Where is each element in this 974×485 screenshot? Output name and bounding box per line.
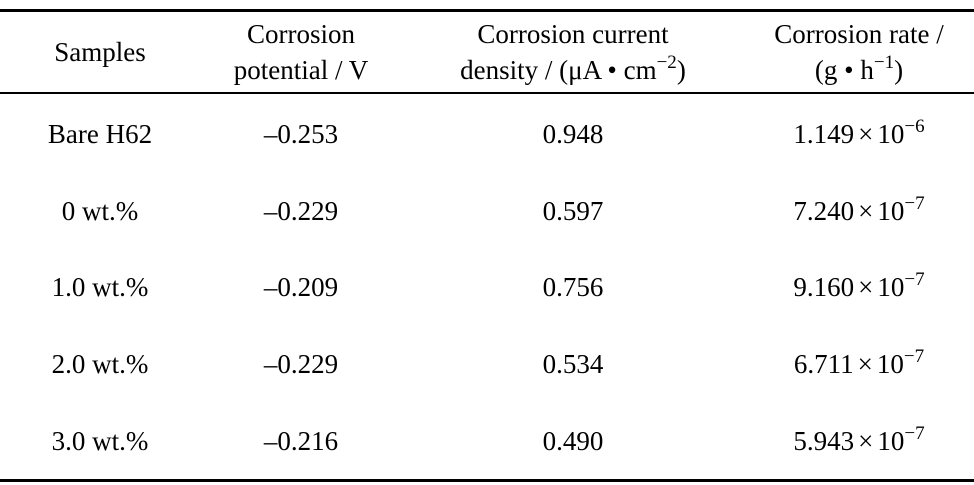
rate-times: × <box>857 349 873 380</box>
table-row: Bare H62 –0.253 0.948 1.149 × 10−6 <box>0 93 974 173</box>
cell-rate: 9.160 × 10−7 <box>744 249 974 326</box>
rate-mantissa: 7.240 <box>793 195 855 226</box>
cell-sample: Bare H62 <box>47 119 153 150</box>
rate-times: × <box>858 195 874 226</box>
header-rate-line2: (g • h <box>814 55 874 85</box>
rate-mantissa: 6.711 <box>793 349 854 380</box>
rate-exponent: −7 <box>904 269 925 291</box>
header-rate-line1: Corrosion rate / <box>774 19 944 49</box>
header-current-line1: Corrosion current <box>477 19 669 49</box>
header-current-tail: ) <box>676 55 686 85</box>
table-row: 2.0 wt.% –0.229 0.534 6.711 × 10−7 <box>0 326 974 403</box>
cell-sample: 3.0 wt.% <box>51 425 149 456</box>
rate-base: 10 <box>877 425 905 456</box>
header-rate-exponent: −1 <box>873 52 895 73</box>
rate-base: 10 <box>876 349 904 380</box>
rate-mantissa: 5.943 <box>793 425 855 456</box>
rate-base: 10 <box>877 119 905 150</box>
cell-rate: 5.943 × 10−7 <box>744 402 974 480</box>
rate-mantissa: 1.149 <box>793 119 855 150</box>
rate-times: × <box>858 119 874 150</box>
cell-current: 0.534 <box>542 349 604 380</box>
rate-exponent: −7 <box>904 192 925 214</box>
cell-sample: 2.0 wt.% <box>51 349 149 380</box>
rate-base: 10 <box>877 195 905 226</box>
cell-current: 0.490 <box>542 425 604 456</box>
rate-times: × <box>858 425 874 456</box>
cell-potential: –0.216 <box>263 425 339 456</box>
table-row: 0 wt.% –0.229 0.597 7.240 × 10−7 <box>0 173 974 250</box>
table-row: 3.0 wt.% –0.216 0.490 5.943 × 10−7 <box>0 402 974 481</box>
header-samples: Samples <box>0 11 200 94</box>
table-header: Samples Corrosion potential / V Corrosio… <box>0 10 974 94</box>
table-row: 1.0 wt.% –0.209 0.756 9.160 × 10−7 <box>0 249 974 326</box>
header-row: Samples Corrosion potential / V Corrosio… <box>0 10 974 94</box>
header-corrosion-rate: Corrosion rate / (g • h−1) <box>744 11 974 94</box>
cell-current: 0.597 <box>542 195 604 226</box>
cell-sample: 0 wt.% <box>61 195 139 226</box>
header-current-line2-wrap: density / (μA • cm−2) <box>402 52 744 88</box>
rate-exponent: −6 <box>904 116 925 138</box>
header-potential-line1: Corrosion <box>247 19 355 49</box>
header-potential-line2: potential / V <box>233 55 369 85</box>
cell-rate: 1.149 × 10−6 <box>744 93 974 173</box>
rate-mantissa: 9.160 <box>793 272 855 303</box>
header-corrosion-current-density: Corrosion current density / (μA • cm−2) <box>402 11 744 94</box>
header-current-exponent: −2 <box>656 52 677 73</box>
header-rate-line2-wrap: (g • h−1) <box>744 52 974 88</box>
header-corrosion-potential: Corrosion potential / V <box>200 11 402 94</box>
header-rate-tail: ) <box>894 55 904 85</box>
cell-potential: –0.253 <box>263 119 339 150</box>
rate-exponent: −7 <box>904 422 925 444</box>
cell-current: 0.948 <box>542 119 604 150</box>
cell-sample: 1.0 wt.% <box>51 272 149 303</box>
cell-current: 0.756 <box>542 272 604 303</box>
table-body: Bare H62 –0.253 0.948 1.149 × 10−6 0 wt.% … <box>0 93 974 481</box>
cell-potential: –0.229 <box>263 195 339 226</box>
rate-base: 10 <box>877 272 905 303</box>
header-samples-line1: Samples <box>54 37 146 67</box>
cell-potential: –0.209 <box>263 272 339 303</box>
header-current-line2: density / (μA • cm <box>460 55 657 85</box>
cell-potential: –0.229 <box>263 349 339 380</box>
rate-exponent: −7 <box>903 346 925 368</box>
cell-rate: 7.240 × 10−7 <box>744 173 974 250</box>
corrosion-data-table: Samples Corrosion potential / V Corrosio… <box>0 9 974 482</box>
rate-times: × <box>858 272 874 303</box>
cell-rate: 6.711 × 10−7 <box>744 326 974 403</box>
